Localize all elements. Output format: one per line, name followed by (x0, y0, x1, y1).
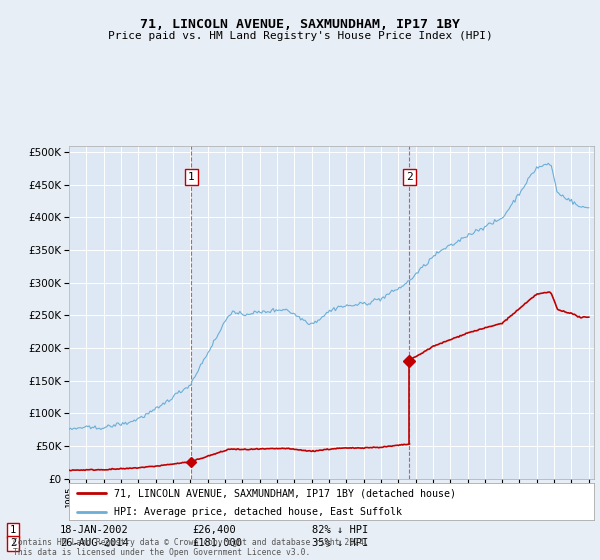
Text: Contains HM Land Registry data © Crown copyright and database right 2024.
This d: Contains HM Land Registry data © Crown c… (13, 538, 369, 557)
Text: 71, LINCOLN AVENUE, SAXMUNDHAM, IP17 1BY (detached house): 71, LINCOLN AVENUE, SAXMUNDHAM, IP17 1BY… (113, 488, 455, 498)
Text: Price paid vs. HM Land Registry's House Price Index (HPI): Price paid vs. HM Land Registry's House … (107, 31, 493, 41)
Text: £26,400: £26,400 (192, 525, 236, 535)
Text: 1: 1 (188, 172, 194, 182)
Text: 18-JAN-2002: 18-JAN-2002 (60, 525, 129, 535)
Text: 26-AUG-2014: 26-AUG-2014 (60, 538, 129, 548)
Text: HPI: Average price, detached house, East Suffolk: HPI: Average price, detached house, East… (113, 507, 401, 517)
Text: 35% ↓ HPI: 35% ↓ HPI (312, 538, 368, 548)
Text: 2: 2 (10, 538, 16, 548)
Text: 82% ↓ HPI: 82% ↓ HPI (312, 525, 368, 535)
Text: 71, LINCOLN AVENUE, SAXMUNDHAM, IP17 1BY: 71, LINCOLN AVENUE, SAXMUNDHAM, IP17 1BY (140, 18, 460, 31)
Text: £181,000: £181,000 (192, 538, 242, 548)
Text: 1: 1 (10, 525, 16, 535)
Text: 2: 2 (406, 172, 413, 182)
